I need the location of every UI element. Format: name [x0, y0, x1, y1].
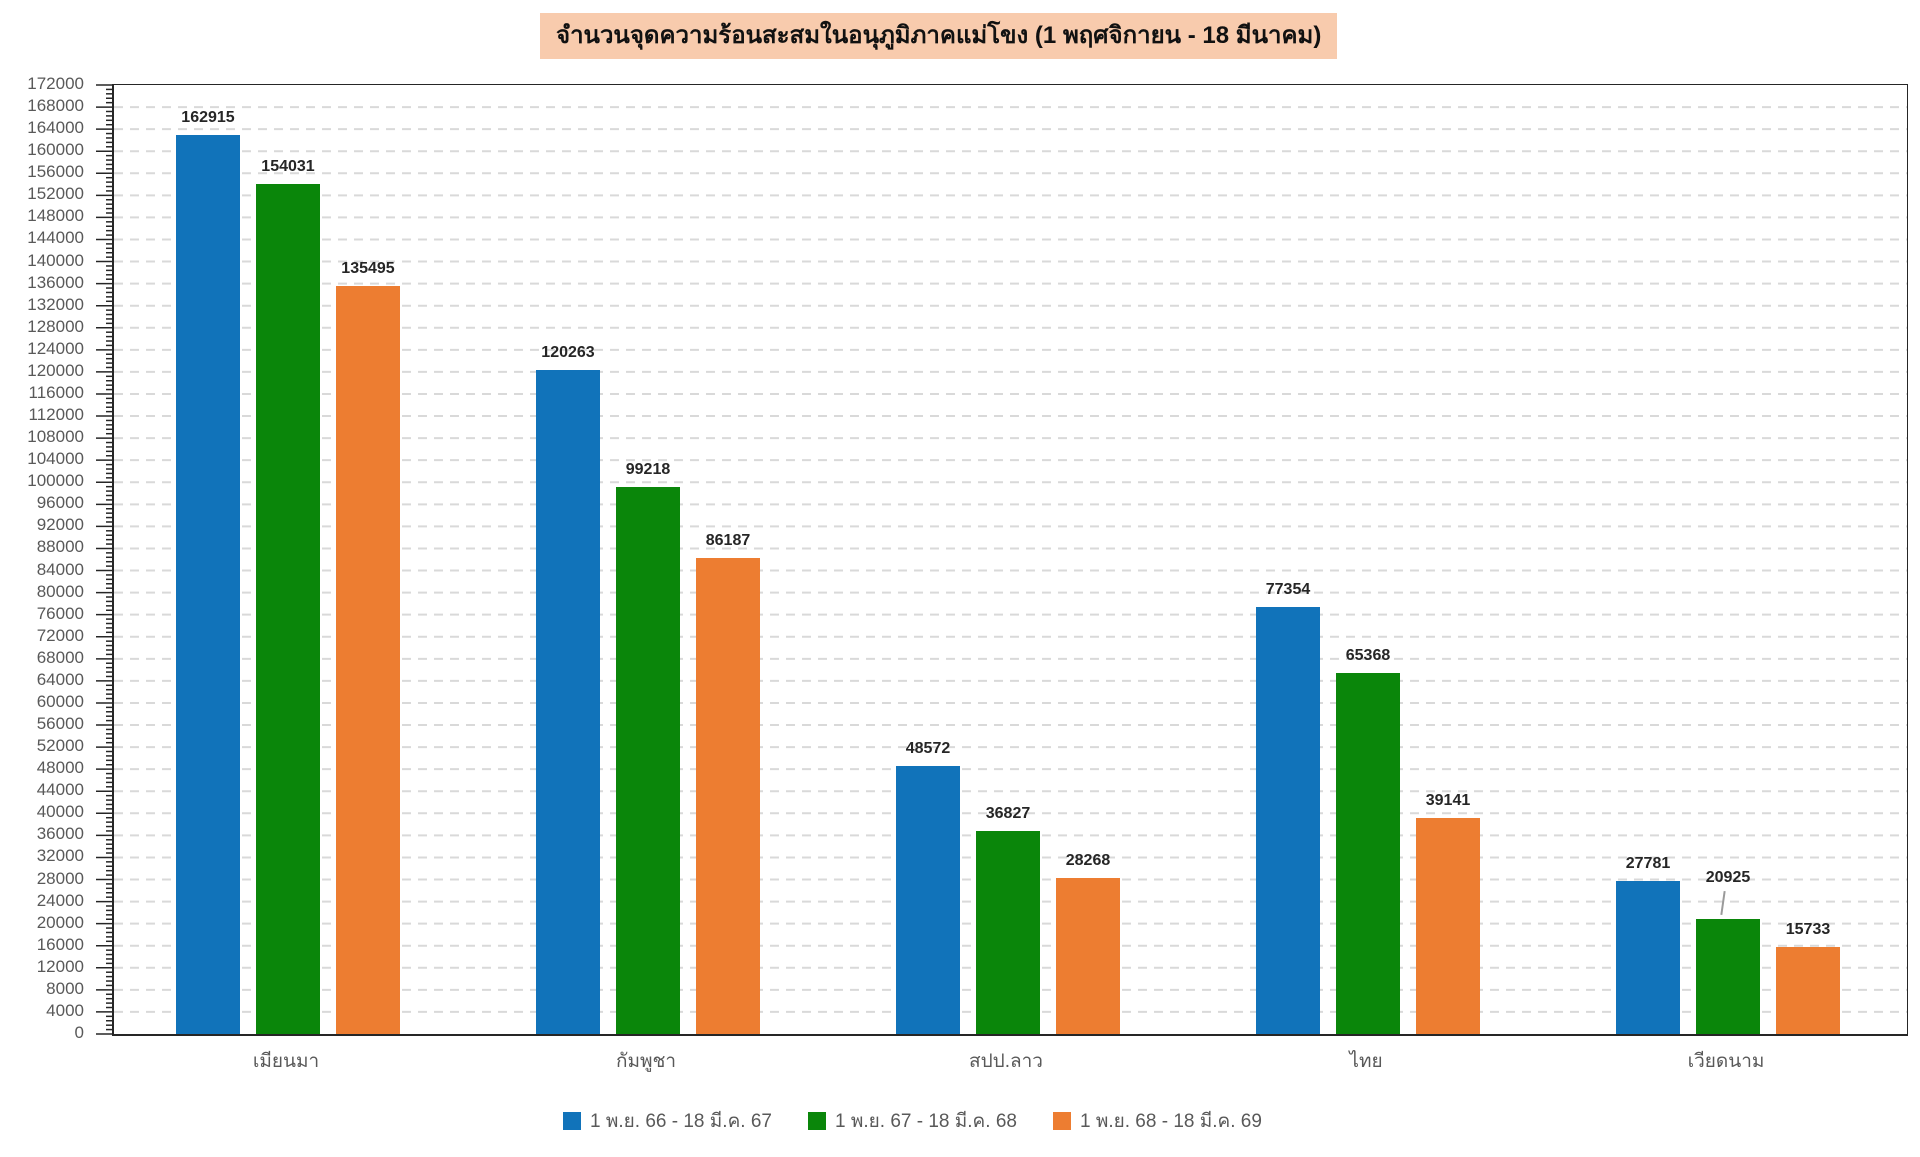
- y-axis-label: 160000: [27, 140, 84, 160]
- y-axis-label: 172000: [27, 74, 84, 93]
- y-axis-label: 80000: [36, 581, 84, 601]
- y-axis-label: 32000: [36, 846, 84, 866]
- x-axis-label: สปป.ลาว: [969, 1051, 1043, 1072]
- x-axis-label: ไทย: [1349, 1051, 1383, 1072]
- y-axis-label: 40000: [36, 802, 84, 822]
- bar-สปป.ลาว-s1: [896, 766, 960, 1034]
- x-axis-label: กัมพูชา: [615, 1051, 677, 1072]
- y-axis-label: 4000: [46, 1000, 84, 1020]
- x-axis-label: เวียดนาม: [1687, 1051, 1765, 1072]
- bar-เมียนมา-s3: [336, 286, 400, 1034]
- legend-swatch: [1052, 1112, 1071, 1130]
- y-axis-label: 112000: [28, 405, 84, 425]
- y-axis-label: 28000: [36, 868, 84, 888]
- y-axis-label: 52000: [36, 736, 84, 756]
- bar-เวียดนาม-s3: [1776, 947, 1840, 1034]
- y-axis-label: 0: [74, 1023, 84, 1042]
- bar-เมียนมา-s1: [176, 135, 240, 1034]
- y-axis-label: 128000: [27, 316, 84, 336]
- bar-ไทย-s1: [1256, 607, 1320, 1034]
- legend-swatch: [563, 1112, 581, 1130]
- bar-เมียนมา-s2: [256, 184, 320, 1034]
- bar-value-label: 20925: [1705, 869, 1751, 886]
- legend: 1 พ.ย. 66 - 18 มี.ค. 67 1 พ.ย. 67 - 18 มี…: [563, 1106, 1262, 1136]
- y-axis-label: 156000: [27, 162, 84, 182]
- y-axis-label: 132000: [27, 294, 84, 314]
- y-axis-label: 92000: [36, 515, 84, 535]
- y-axis-label: 100000: [27, 471, 84, 491]
- y-axis-label: 68000: [36, 647, 84, 667]
- y-axis-label: 44000: [36, 780, 84, 800]
- y-axis-label: 96000: [36, 493, 84, 513]
- y-axis-label: 124000: [27, 338, 84, 358]
- y-axis-label: 72000: [36, 625, 84, 645]
- y-axis-label: 108000: [27, 427, 84, 447]
- legend-swatch: [807, 1112, 826, 1130]
- bar-ไทย-s2: [1336, 673, 1400, 1034]
- y-axis-label: 12000: [36, 956, 84, 976]
- y-axis-label: 152000: [27, 184, 84, 204]
- y-axis-label: 116000: [28, 382, 84, 402]
- plot-area: 162915 154031 135495 120263 99218 86187 48572 3…: [112, 84, 1908, 1036]
- y-axis-label: 36000: [36, 824, 84, 844]
- y-axis-label: 16000: [36, 934, 84, 954]
- bar-กัมพูชา-s1: [536, 370, 600, 1034]
- bar-value-label: 48572: [905, 740, 951, 757]
- bar-value-label: 27781: [1625, 855, 1671, 872]
- y-axis-label: 64000: [36, 669, 84, 689]
- legend-label: 1 พ.ย. 67 - 18 มี.ค. 68: [834, 1111, 1017, 1132]
- bar-value-label: 28268: [1065, 852, 1111, 869]
- y-axis-label: 24000: [36, 890, 84, 910]
- y-axis-label: 144000: [27, 228, 84, 248]
- bar-ไทย-s3: [1416, 818, 1480, 1034]
- y-axis-label: 136000: [27, 272, 84, 292]
- y-axis-label: 20000: [36, 912, 84, 932]
- y-axis-label: 148000: [27, 206, 84, 226]
- legend-item: 1 พ.ย. 66 - 18 มี.ค. 67: [563, 1106, 772, 1136]
- x-axis-label: เมียนมา: [252, 1051, 320, 1072]
- bar-value-label: 120263: [541, 344, 595, 361]
- y-axis-label: 76000: [36, 603, 84, 623]
- y-axis-label: 164000: [27, 118, 84, 138]
- bar-value-label: 86187: [705, 532, 751, 549]
- bar-value-label: 99218: [625, 461, 671, 478]
- y-axis-label: 168000: [27, 96, 84, 116]
- y-axis-label: 104000: [27, 449, 84, 469]
- y-axis-ticks: [96, 84, 114, 1035]
- bar-value-label: 77354: [1265, 581, 1311, 598]
- y-axis-label: 56000: [36, 714, 84, 734]
- bar-value-label: 135495: [341, 260, 395, 277]
- bar-value-label: 39141: [1425, 792, 1471, 809]
- y-axis-label: 120000: [27, 360, 84, 380]
- y-axis-label: 8000: [46, 978, 84, 998]
- bar-เวียดนาม-s2: [1696, 919, 1760, 1034]
- bar-value-label: 154031: [261, 158, 315, 175]
- chart-title: จำนวนจุดความร้อนสะสมในอนุภูมิภาคแม่โขง (…: [540, 13, 1338, 59]
- bar-กัมพูชา-s3: [696, 558, 760, 1034]
- bar-กัมพูชา-s2: [616, 487, 680, 1034]
- legend-label: 1 พ.ย. 68 - 18 มี.ค. 69: [1079, 1111, 1262, 1132]
- legend-label: 1 พ.ย. 66 - 18 มี.ค. 67: [590, 1111, 772, 1132]
- bar-value-label: 65368: [1345, 647, 1391, 664]
- bar-เวียดนาม-s1: [1616, 881, 1680, 1034]
- legend-item: 1 พ.ย. 67 - 18 มี.ค. 68: [807, 1106, 1017, 1136]
- bar-value-label: 36827: [985, 805, 1031, 822]
- y-axis-label: 140000: [27, 250, 84, 270]
- legend-item: 1 พ.ย. 68 - 18 มี.ค. 69: [1052, 1106, 1262, 1136]
- bar-value-label: 15733: [1785, 921, 1831, 938]
- y-axis-label: 88000: [36, 537, 84, 557]
- y-axis-label: 60000: [36, 691, 84, 711]
- bar-value-label: 162915: [181, 109, 235, 126]
- y-axis-label: 48000: [36, 758, 84, 778]
- bar-สปป.ลาว-s2: [976, 831, 1040, 1034]
- bar-สปป.ลาว-s3: [1056, 878, 1120, 1034]
- y-axis-label: 84000: [36, 559, 84, 579]
